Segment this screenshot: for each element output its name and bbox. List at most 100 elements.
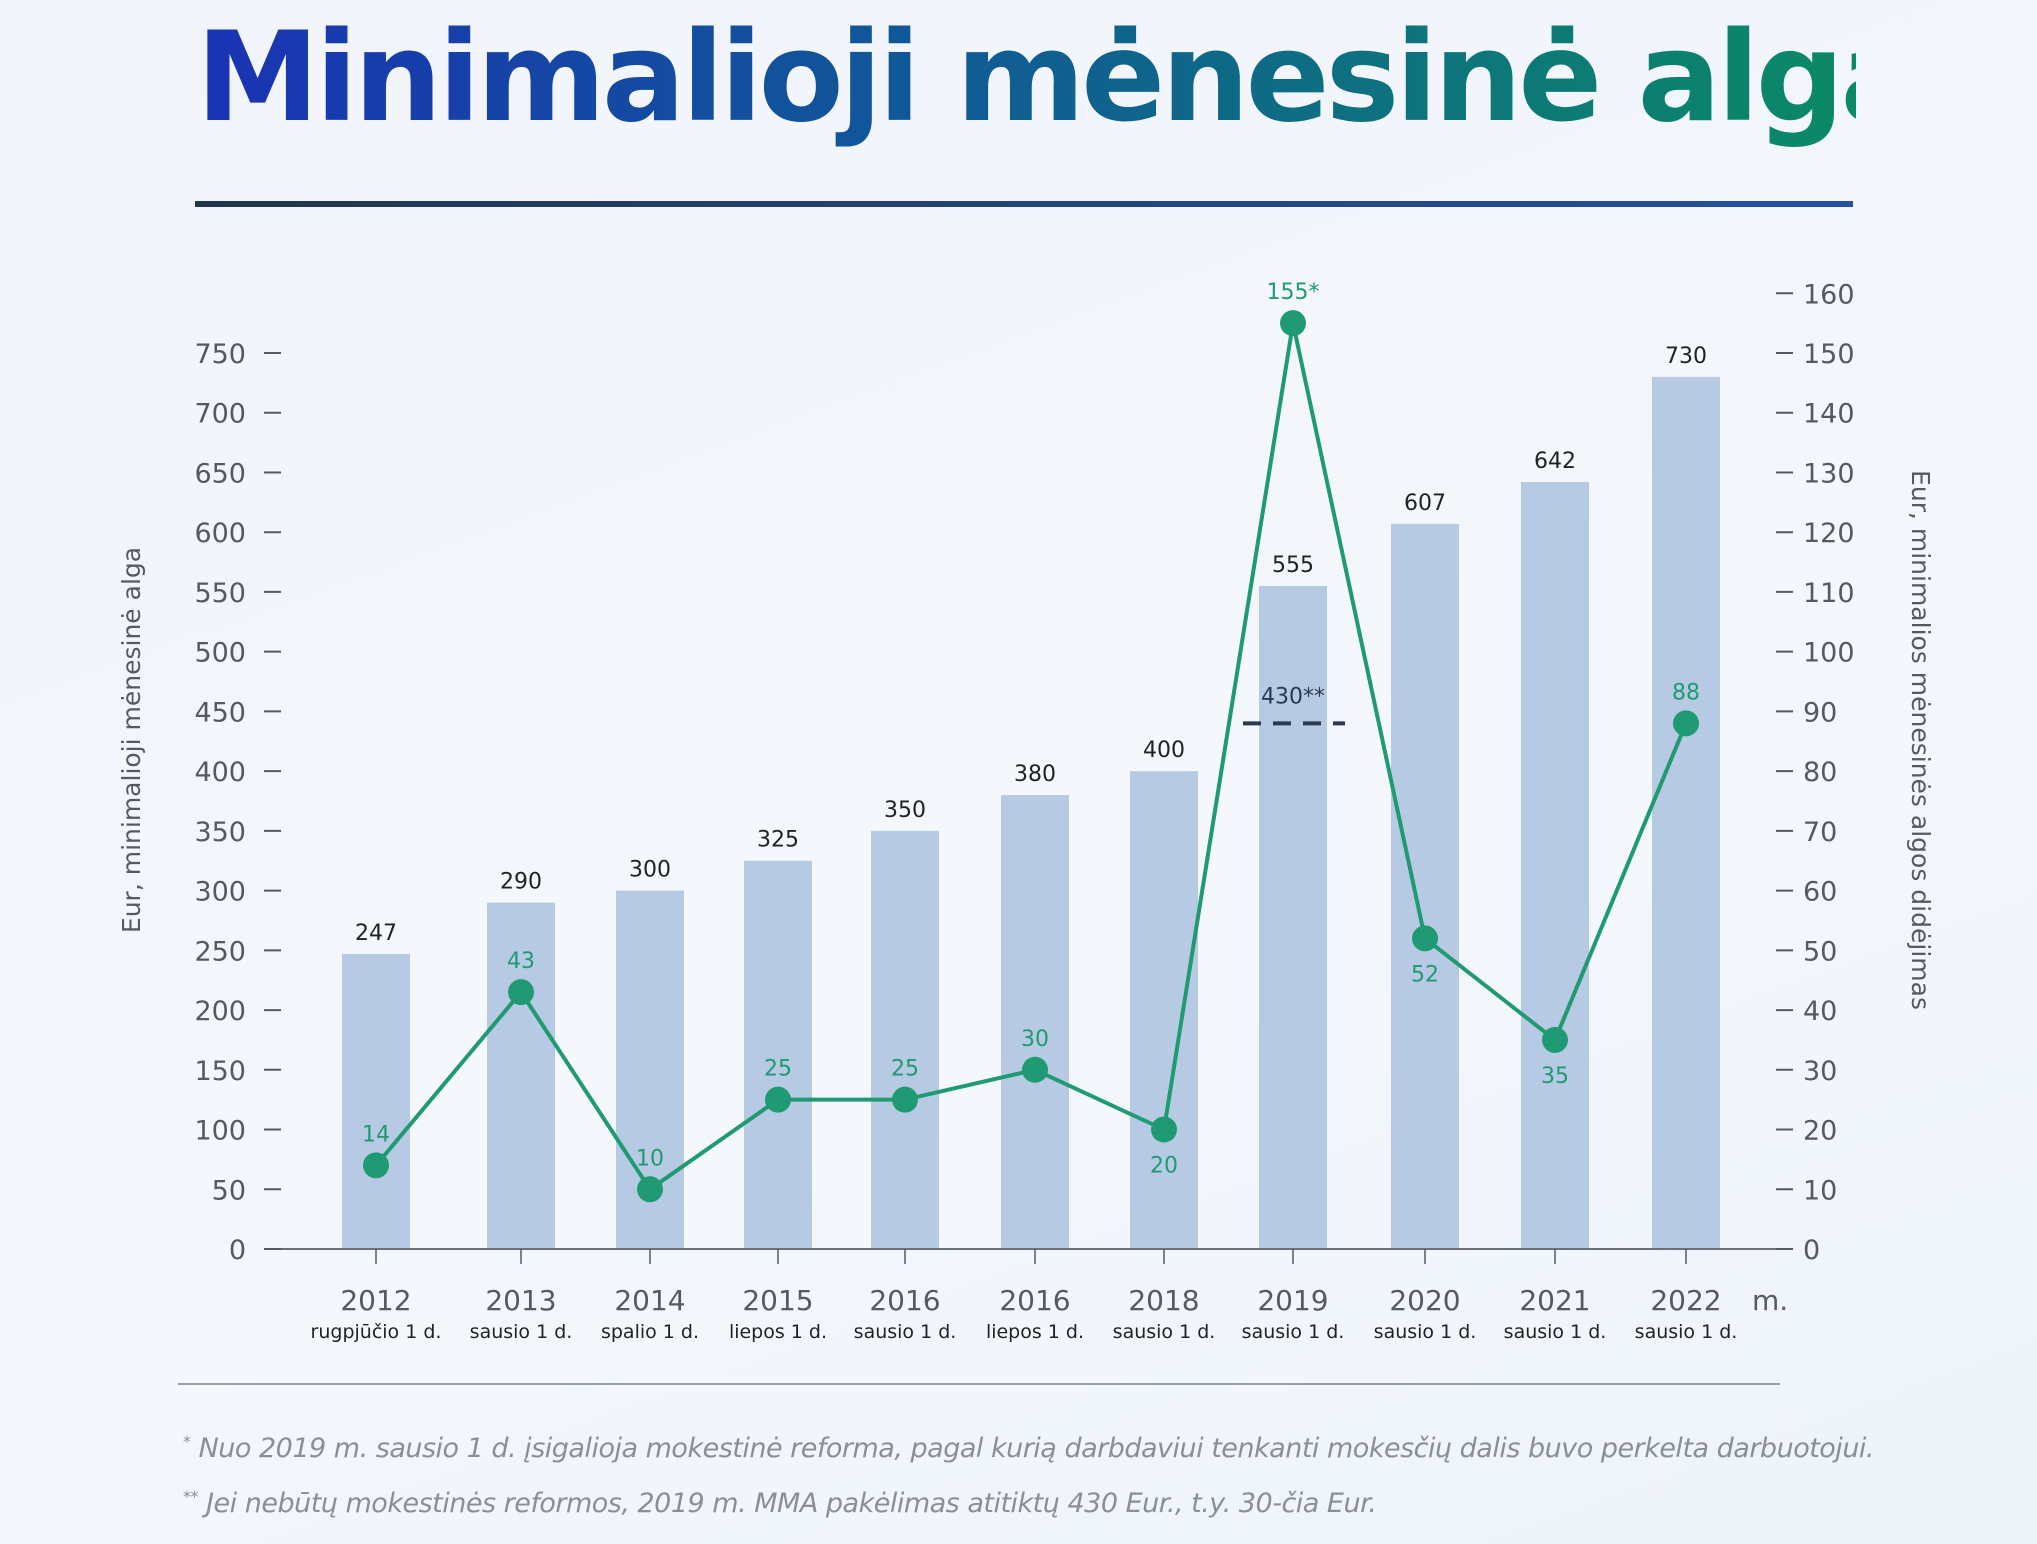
bar-value-label: 607 xyxy=(1404,491,1446,516)
bar-value-label: 300 xyxy=(629,858,671,883)
x-tick-sublabel: sausio 1 d. xyxy=(1242,1321,1345,1343)
bar-value-label: 290 xyxy=(500,870,542,895)
bar xyxy=(1001,795,1069,1249)
growth-label: 52 xyxy=(1411,962,1439,987)
right-tick-label: 110 xyxy=(1803,578,1855,609)
right-tick-label: 150 xyxy=(1803,339,1855,370)
bar-value-label: 555 xyxy=(1272,553,1314,578)
bar xyxy=(871,830,939,1249)
growth-label: 155* xyxy=(1267,280,1320,305)
growth-point xyxy=(363,1152,389,1179)
page-title: Minimalioji mėnesinė alga xyxy=(196,6,1924,150)
bar-value-label: 325 xyxy=(757,828,799,853)
x-tick-label: 2013 xyxy=(485,1284,556,1317)
footnote-2: ** Jei nebūtų mokestinės reformos, 2019 … xyxy=(183,1487,1377,1519)
growth-point xyxy=(1280,310,1306,337)
right-tick-label: 60 xyxy=(1803,877,1837,908)
right-tick-label: 40 xyxy=(1803,996,1837,1027)
bar xyxy=(1652,376,1720,1250)
growth-label: 30 xyxy=(1021,1027,1049,1052)
left-axis-title: Eur, minimalioji mėnesinė alga xyxy=(117,547,146,933)
x-tick-label: 2022 xyxy=(1650,1284,1721,1317)
x-tick-label: 2014 xyxy=(614,1284,685,1317)
left-tick-label: 450 xyxy=(194,697,246,728)
left-tick-label: 550 xyxy=(194,578,246,609)
left-tick-label: 650 xyxy=(194,458,246,489)
bar xyxy=(1391,523,1459,1249)
left-tick-label: 500 xyxy=(194,638,246,669)
left-tick-label: 400 xyxy=(194,757,246,788)
bar xyxy=(342,953,410,1249)
footnote-1: * Nuo 2019 m. sausio 1 d. įsigalioja mok… xyxy=(183,1432,1875,1464)
right-tick-label: 70 xyxy=(1803,817,1837,848)
x-tick-sublabel: sausio 1 d. xyxy=(1113,1321,1216,1343)
right-tick-label: 100 xyxy=(1803,638,1855,669)
x-tick-sublabel: sausio 1 d. xyxy=(470,1321,573,1343)
growth-label: 10 xyxy=(636,1146,664,1171)
growth-point xyxy=(1151,1116,1177,1143)
x-tick-label: 2016 xyxy=(869,1284,940,1317)
title-underline xyxy=(195,201,1853,207)
growth-point xyxy=(508,979,534,1006)
left-tick-label: 700 xyxy=(194,399,246,430)
x-tick-sublabel: spalio 1 d. xyxy=(601,1321,699,1343)
bar-value-label: 400 xyxy=(1143,738,1185,763)
x-tick-sublabel: rugpjūčio 1 d. xyxy=(311,1321,442,1343)
right-tick-label: 10 xyxy=(1803,1175,1837,1206)
footnote-1-text: Nuo 2019 m. sausio 1 d. įsigalioja mokes… xyxy=(198,1433,1875,1464)
left-tick-label: 150 xyxy=(194,1056,246,1087)
footnote-2-mark: ** xyxy=(183,1487,199,1506)
x-tick-sublabel: sausio 1 d. xyxy=(1504,1321,1607,1343)
bar-value-label: 642 xyxy=(1534,449,1576,474)
growth-point xyxy=(1673,710,1699,737)
left-tick-label: 350 xyxy=(194,817,246,848)
right-tick-label: 130 xyxy=(1803,458,1855,489)
bar xyxy=(1259,585,1327,1249)
footnote-divider xyxy=(178,1383,1780,1385)
growth-label: 25 xyxy=(891,1057,919,1082)
right-axis-title: Eur, minimalios mėnesinės algos didėjima… xyxy=(1906,470,1935,1010)
x-tick-sublabel: sausio 1 d. xyxy=(1635,1321,1738,1343)
bar xyxy=(1130,771,1198,1249)
left-tick-label: 200 xyxy=(194,996,246,1027)
x-tick-sublabel: liepos 1 d. xyxy=(729,1321,827,1343)
right-tick-label: 50 xyxy=(1803,936,1837,967)
x-tick-label: 2019 xyxy=(1257,1284,1328,1317)
bar xyxy=(1521,482,1589,1249)
right-tick-label: 140 xyxy=(1803,399,1855,430)
growth-point xyxy=(1542,1026,1568,1053)
x-tick-sublabel: sausio 1 d. xyxy=(854,1321,957,1343)
footnote-2-text: Jei nebūtų mokestinės reformos, 2019 m. … xyxy=(206,1488,1377,1519)
growth-label: 88 xyxy=(1672,680,1700,705)
left-tick-label: 0 xyxy=(229,1235,246,1266)
left-tick-label: 600 xyxy=(194,518,246,549)
x-tick-label: 2016 xyxy=(999,1284,1070,1317)
growth-point xyxy=(637,1176,663,1203)
left-tick-label: 250 xyxy=(194,936,246,967)
bar-value-label: 247 xyxy=(355,921,397,946)
right-tick-label: 0 xyxy=(1803,1235,1820,1266)
x-tick-label: 2021 xyxy=(1519,1284,1590,1317)
left-tick-label: 300 xyxy=(194,877,246,908)
right-tick-label: 30 xyxy=(1803,1056,1837,1087)
growth-label: 35 xyxy=(1541,1064,1569,1089)
right-tick-label: 120 xyxy=(1803,518,1855,549)
growth-label: 25 xyxy=(764,1057,792,1082)
x-tick-label: 2018 xyxy=(1128,1284,1199,1317)
reference-label: 430** xyxy=(1261,684,1325,709)
right-tick-label: 160 xyxy=(1803,279,1855,310)
x-tick-label: 2015 xyxy=(742,1284,813,1317)
right-tick-label: 90 xyxy=(1803,697,1837,728)
growth-point xyxy=(765,1086,791,1113)
x-unit-label: m. xyxy=(1752,1284,1788,1317)
bar xyxy=(744,860,812,1249)
growth-point xyxy=(1412,925,1438,952)
left-tick-label: 750 xyxy=(194,339,246,370)
bar-value-label: 380 xyxy=(1014,762,1056,787)
growth-label: 14 xyxy=(362,1122,390,1147)
growth-label: 20 xyxy=(1150,1154,1178,1179)
growth-point xyxy=(1022,1056,1048,1083)
bar-value-label: 350 xyxy=(884,798,926,823)
x-tick-sublabel: liepos 1 d. xyxy=(986,1321,1084,1343)
